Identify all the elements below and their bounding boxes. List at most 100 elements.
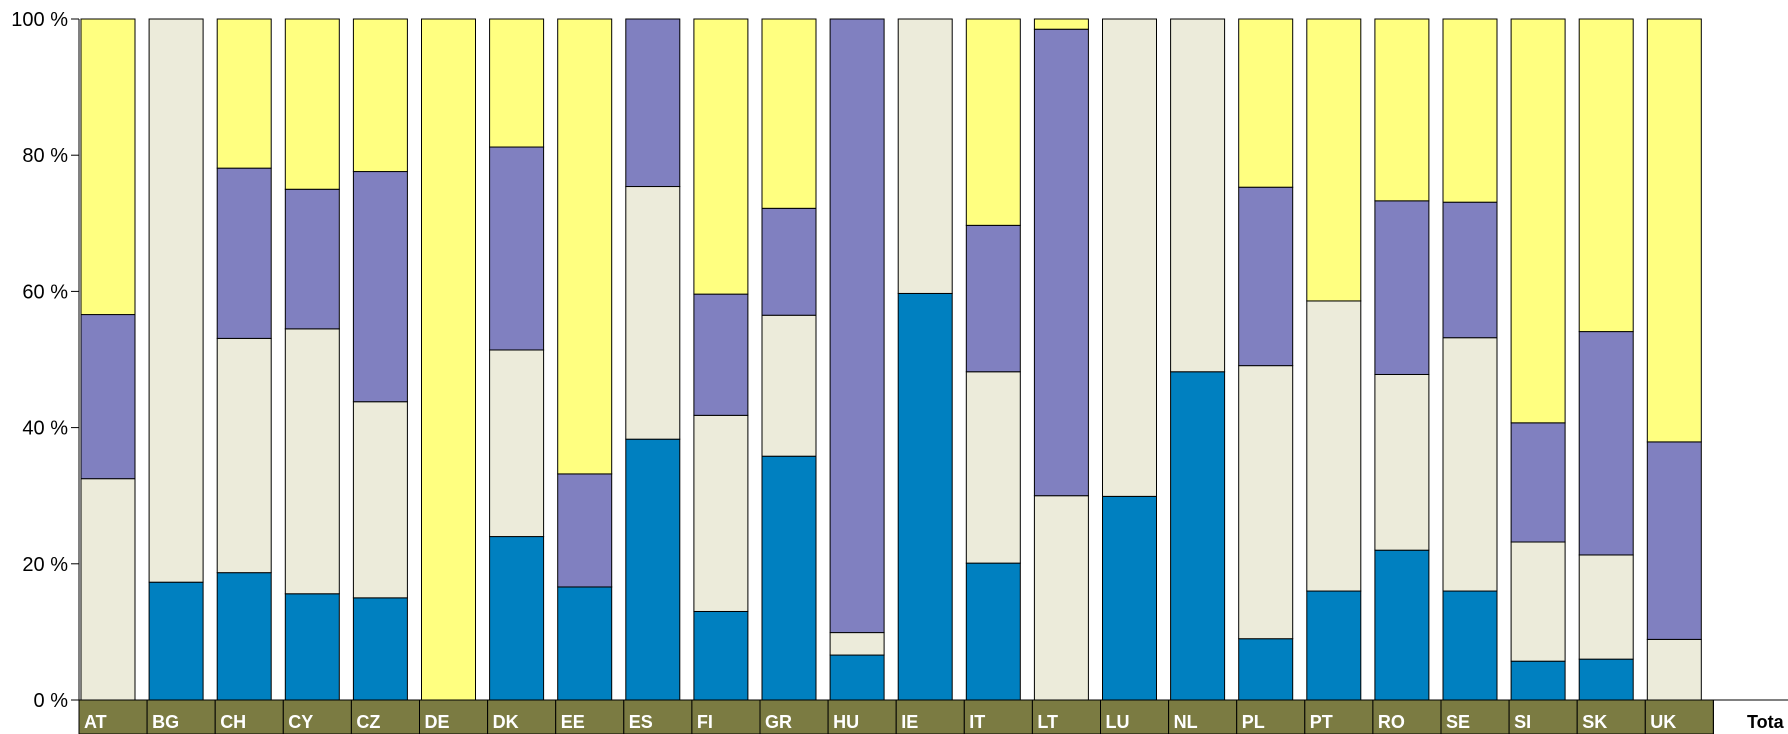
category-label: CH: [220, 712, 246, 732]
bar-stack-nl: [1170, 18, 1226, 701]
category-label: AT: [84, 712, 107, 732]
bar-segment-it-1: [965, 562, 1021, 701]
total-label: Tota: [1747, 712, 1785, 732]
bar-stack-ch: [216, 18, 272, 701]
category-label: HU: [833, 712, 859, 732]
bar-stack-pt: [1306, 18, 1362, 701]
bar-segment-ch-2: [216, 337, 272, 574]
bar-segment-ro-2: [1374, 373, 1430, 551]
bar-segment-si-2: [1510, 541, 1566, 662]
bar-segment-se-1: [1442, 590, 1498, 701]
y-tick-label: 20 %: [22, 554, 68, 576]
bar-segment-it-3: [965, 224, 1021, 373]
bar-segment-si-1: [1510, 660, 1566, 701]
bar-segment-ee-4: [557, 18, 613, 475]
bar-stack-de: [421, 18, 476, 701]
bar-segment-ro-3: [1374, 200, 1430, 375]
bar-segment-si-3: [1510, 422, 1566, 543]
bar-stack-uk: [1646, 18, 1702, 701]
category-cell: [1031, 699, 1102, 734]
bar-segment-cz-1: [352, 597, 408, 701]
category-cell: [1168, 699, 1238, 734]
bar-segment-dk-1: [489, 536, 545, 701]
category-label: EE: [561, 712, 585, 732]
category-cell: [1100, 699, 1170, 734]
bar-segment-lt-4: [1033, 18, 1089, 30]
bar-segment-ee-3: [557, 473, 613, 588]
bar-segment-it-4: [965, 18, 1021, 226]
category-label: IT: [969, 712, 985, 732]
category-cell: [1644, 699, 1714, 734]
category-label: SK: [1582, 712, 1607, 732]
bar-segment-se-4: [1442, 18, 1498, 203]
bar-segment-cy-3: [284, 188, 340, 330]
bar-segment-ch-3: [216, 167, 272, 339]
category-cell: [1236, 699, 1306, 734]
category-label: LU: [1106, 712, 1130, 732]
category-cell: [1576, 699, 1646, 734]
bar-segment-ro-1: [1374, 549, 1430, 701]
category-cell: [895, 699, 965, 734]
bar-stack-dk: [489, 18, 545, 701]
bar-segment-pt-4: [1306, 18, 1362, 302]
bar-segment-es-2: [625, 186, 681, 440]
bar-segment-uk-2: [1646, 638, 1702, 701]
bar-segment-cz-2: [352, 401, 408, 599]
bar-segment-pl-4: [1238, 18, 1294, 188]
y-tick-label: 0 %: [34, 690, 69, 712]
category-cell: [419, 699, 489, 734]
bar-segment-sk-1: [1578, 658, 1634, 701]
category-cell: [623, 699, 693, 734]
bar-segment-nl-2: [1170, 18, 1226, 373]
bar-segment-at-4: [80, 18, 136, 316]
category-cell: [963, 699, 1033, 734]
bar-stack-ie: [897, 18, 953, 701]
bar-segment-lt-2: [1033, 495, 1089, 701]
bar-segment-pl-3: [1238, 186, 1294, 367]
category-label: IE: [901, 712, 918, 732]
bar-stack-si: [1510, 18, 1566, 701]
category-cell: [1440, 699, 1510, 734]
bar-segment-at-3: [80, 314, 136, 480]
bar-stack-at: [80, 18, 136, 701]
bar-stack-hu: [829, 18, 885, 701]
bar-segment-pl-1: [1238, 638, 1294, 701]
bar-segment-ie-2: [897, 18, 953, 294]
bar-stack-lu: [1102, 18, 1157, 701]
bar-segment-es-1: [625, 438, 681, 701]
bar-segment-se-2: [1442, 337, 1498, 592]
bar-segment-lt-3: [1033, 28, 1089, 497]
category-label: CZ: [356, 712, 380, 732]
bar-segment-de-4: [421, 18, 476, 701]
x-axis: AT BG CH CY CZ DE DK EE ES FI GR HU IE IT LT LU NL PL PT RO…: [78, 699, 1788, 734]
category-cell: [555, 699, 625, 734]
bar-stack-fi: [693, 18, 749, 701]
bar-segment-cz-3: [352, 171, 408, 403]
bar-segment-ie-1: [897, 292, 953, 701]
category-label: SE: [1446, 712, 1470, 732]
y-tick-label: 80 %: [22, 145, 68, 167]
y-tick-label: 40 %: [22, 418, 68, 440]
bar-segment-sk-4: [1578, 18, 1634, 333]
bar-segment-pt-1: [1306, 590, 1362, 701]
bar-stack-ee: [557, 18, 613, 701]
bar-segment-uk-4: [1646, 18, 1702, 443]
category-label: FI: [697, 712, 713, 732]
bar-segment-si-4: [1510, 18, 1566, 424]
category-cell: [78, 699, 148, 734]
bar-segment-dk-3: [489, 146, 545, 351]
bar-segment-fi-1: [693, 610, 749, 701]
category-label: PT: [1310, 712, 1333, 732]
category-cell: [214, 699, 284, 734]
bar-segment-dk-2: [489, 349, 545, 538]
category-label: DK: [493, 712, 519, 732]
category-label: ES: [629, 712, 653, 732]
category-cell: [146, 699, 216, 734]
bar-segment-dk-4: [489, 18, 545, 148]
bar-segment-fi-2: [693, 414, 749, 612]
category-label: LT: [1037, 712, 1058, 732]
bar-segment-gr-3: [761, 207, 817, 316]
category-label: UK: [1650, 712, 1676, 732]
category-label: PL: [1242, 712, 1265, 732]
bar-stack-se: [1442, 18, 1498, 701]
